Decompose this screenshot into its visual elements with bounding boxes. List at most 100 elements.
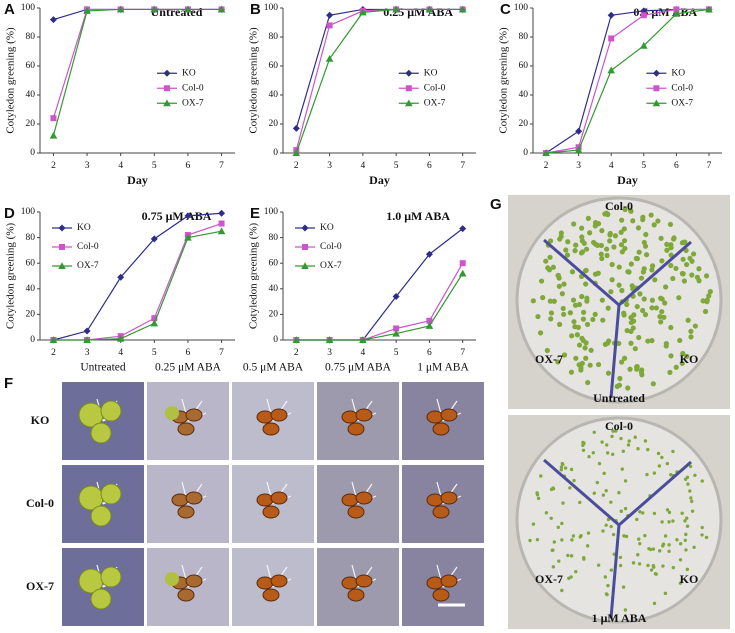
- marker: [302, 244, 308, 250]
- seedling-dot: [569, 269, 576, 275]
- seedling-dot: [569, 467, 574, 472]
- seedling-dot: [673, 364, 679, 370]
- marker: [150, 319, 159, 327]
- seedling-dot: [604, 592, 609, 596]
- y-tick-label: 60: [26, 258, 36, 268]
- seedling-dot: [706, 293, 712, 299]
- seedling-dot: [618, 242, 625, 248]
- seed: [270, 491, 288, 505]
- seedling-dot: [609, 277, 615, 283]
- marker: [184, 233, 192, 241]
- seedling-dot: [591, 451, 595, 455]
- marker: [292, 336, 301, 343]
- seedling-dot: [688, 334, 694, 340]
- marker: [639, 41, 648, 49]
- marker: [607, 66, 616, 74]
- marker: [150, 235, 158, 243]
- seedling-dot: [603, 575, 608, 579]
- y-tick-label: 100: [514, 3, 529, 13]
- seedling-dot: [539, 474, 543, 478]
- seedling-dot: [678, 558, 683, 562]
- y-tick-label: 20: [519, 119, 529, 129]
- seedling-dot: [571, 534, 576, 538]
- panel-label: C: [500, 1, 511, 18]
- y-tick-label: 100: [264, 3, 279, 13]
- x-tick-label: 4: [609, 161, 614, 171]
- seedling-dot: [578, 500, 582, 505]
- cotyledon: [90, 588, 112, 610]
- legend-label: Col-0: [671, 83, 693, 93]
- seedling-dot: [671, 565, 676, 570]
- seedling-dot: [639, 367, 645, 373]
- seedling-dot: [640, 269, 646, 275]
- seedling-dot: [643, 231, 649, 238]
- seedling-dot: [688, 328, 694, 334]
- seedling-dot: [656, 451, 661, 456]
- seedling-dot: [547, 254, 553, 260]
- x-tick-label: 3: [327, 348, 332, 358]
- seedling-dot: [555, 359, 561, 365]
- seedling-dot: [568, 486, 572, 490]
- seedling-dot: [621, 238, 628, 244]
- marker: [405, 85, 412, 92]
- marker: [392, 292, 400, 300]
- seedling-dot: [614, 429, 618, 433]
- x-tick-label: 5: [152, 348, 157, 358]
- seedling-dot: [557, 559, 561, 563]
- seedling-dot: [583, 267, 589, 273]
- seedling-dot: [663, 284, 669, 290]
- seed: [432, 505, 450, 519]
- series-line: [296, 262, 464, 341]
- seedling-dot: [583, 355, 589, 361]
- marker: [151, 315, 158, 322]
- x-tick-label: 2: [51, 348, 56, 358]
- seedling-dot: [624, 534, 629, 539]
- marker: [218, 209, 226, 217]
- x-tick-label: 5: [394, 161, 399, 171]
- marker: [184, 212, 192, 220]
- seedling-dot: [669, 473, 673, 477]
- seedling-dot: [572, 302, 579, 308]
- seedling-dot: [538, 278, 545, 284]
- y-tick-label: 20: [269, 119, 279, 129]
- seed: [262, 422, 280, 436]
- seedling-dot: [631, 561, 636, 565]
- seedling-dot: [614, 383, 620, 389]
- cotyledon: [165, 572, 179, 586]
- seedling-dot: [531, 522, 536, 526]
- seedling-dot: [700, 525, 704, 530]
- seedling-dot: [649, 297, 656, 303]
- marker: [292, 124, 300, 132]
- seedling-dot: [580, 309, 587, 315]
- seedling-dot: [544, 511, 549, 515]
- marker: [83, 7, 91, 14]
- seedling-dot: [671, 235, 677, 241]
- seedling-dot: [641, 296, 647, 302]
- seedling-dot: [652, 471, 657, 475]
- dish-caption: Untreated: [593, 391, 645, 405]
- seedling-dot: [681, 278, 687, 284]
- seed: [262, 588, 280, 602]
- x-tick-label: 5: [394, 348, 399, 358]
- seedling-dot: [605, 305, 611, 311]
- seed: [341, 410, 359, 424]
- seed: [347, 588, 365, 602]
- seedling-dot: [624, 327, 630, 334]
- y-axis-label: Cotyledon greening (%): [248, 223, 260, 330]
- legend-label: OX-7: [77, 261, 99, 271]
- seed: [432, 588, 450, 602]
- seedling-dot: [606, 583, 610, 588]
- x-tick-label: 3: [85, 348, 90, 358]
- seed: [185, 574, 203, 588]
- seedling-dot: [689, 496, 693, 500]
- marker: [652, 69, 660, 77]
- seedling-dot: [657, 464, 662, 468]
- marker: [58, 224, 66, 232]
- seedling-dot: [685, 567, 690, 572]
- dish-label: Col-0: [605, 199, 633, 213]
- seedling-dot: [576, 301, 583, 308]
- seedling-dot: [585, 379, 591, 386]
- seedling-dot: [696, 266, 702, 272]
- seedling-dot: [543, 258, 549, 264]
- series-line: [52, 8, 222, 136]
